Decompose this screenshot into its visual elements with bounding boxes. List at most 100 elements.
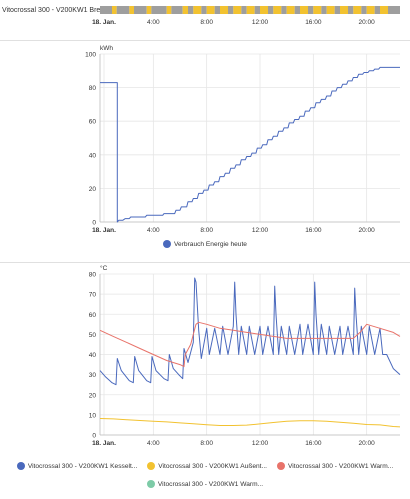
timeline-segment-on[interactable] [353,6,362,14]
x-tick-label: 12:00 [252,440,269,447]
timeline-tick-label: 18. Jan. [92,19,116,26]
timeline-segment-off[interactable] [201,6,207,14]
timeline-segment-off[interactable] [228,6,234,14]
timeline-segment-off[interactable] [214,6,220,14]
y-axis-label: °C [100,264,108,272]
timeline-segment-on[interactable] [286,6,295,14]
x-tick-label: 20:00 [359,227,376,234]
temperature-panel: 0 10 20 30 40 50 60 70 80 18. Jan. 4:00 8:00 12:00 16… [0,264,410,499]
y-tick-label: 50 [89,332,97,339]
x-tick-label: 16:00 [305,440,322,447]
y-tick-label: 80 [89,85,97,92]
timeline-segment-on[interactable] [182,6,188,14]
legend-swatch [277,462,286,470]
timeline-segment-on[interactable] [380,6,388,14]
y-tick-label: 20 [89,392,97,399]
timeline-segment-off[interactable] [294,6,300,14]
legend-item-aussen[interactable]: Vitocrossal 300 - V200KW1 Außent... [147,462,267,470]
timeline-segment-on[interactable] [326,6,335,14]
x-tick-label: 18. Jan. [92,227,116,234]
timeline-segment-off[interactable] [374,6,380,14]
legend-swatch [146,480,155,488]
y-tick-label: 40 [89,352,97,359]
timeline-segment-off[interactable] [334,6,340,14]
timeline-segment-on[interactable] [206,6,215,14]
energy-chart: 0 20 40 60 80 100 18. Jan. 4:00 8:00 12:00 16:00 20… [85,45,400,234]
timeline-segment-off[interactable] [116,6,130,14]
x-tick-label: 8:00 [200,227,213,234]
timeline-segment-on[interactable] [273,6,282,14]
x-tick-label: 4:00 [147,440,160,447]
timeline-segment-off[interactable] [100,6,112,14]
timeline-segment-on[interactable] [146,6,152,14]
grid: 0 20 40 60 80 100 18. Jan. 4:00 8:00 12:00 16:00 20… [85,52,400,234]
y-tick-label: 60 [89,119,97,126]
legend-item-warm-2[interactable]: Vitocrossal 300 - V200KW1 Warm... [146,480,264,488]
timeline-segment-on[interactable] [220,6,228,14]
timeline-tick-label: 16:00 [305,19,322,26]
timeline-segment-off[interactable] [171,6,183,14]
timeline-segment-off[interactable] [281,6,287,14]
timeline-segment-off[interactable] [151,6,167,14]
legend-item-warm-1[interactable]: Vitocrossal 300 - V200KW1 Warm... [277,462,393,470]
temperature-chart: 0 10 20 30 40 50 60 70 80 18. Jan. 4:00 8:00 12:00 16… [89,264,401,447]
timeline-tick-label: 12:00 [252,19,269,26]
y-tick-label: 100 [85,52,96,59]
temperature-legend-row-2: Vitocrossal 300 - V200KW1 Warm... [0,480,410,488]
y-tick-label: 30 [89,372,97,379]
timeline-segment-on[interactable] [340,6,348,14]
timeline-segment-on[interactable] [260,6,268,14]
legend-label: Vitocrossal 300 - V200KW1 Warm... [157,480,264,488]
timeline-segment-off[interactable] [348,6,354,14]
y-tick-label: 70 [89,292,97,299]
legend-swatch [163,240,172,248]
temperature-legend-row-1: Vitocrossal 300 - V200KW1 Kesselt... Vit… [0,462,410,470]
divider-2 [0,262,410,263]
series-line-2[interactable] [99,321,401,368]
timeline-segment-on[interactable] [233,6,242,14]
y-tick-label: 60 [89,312,97,319]
legend-label: Vitocrossal 300 - V200KW1 Außent... [158,462,268,470]
timeline-segment-on[interactable] [300,6,308,14]
timeline-segment-off[interactable] [268,6,274,14]
timeline-segment-off[interactable] [188,6,194,14]
legend-item-energy[interactable]: Verbrauch Energie heute [163,240,247,248]
x-tick-label: 18. Jan. [92,440,116,447]
x-tick-label: 4:00 [147,227,160,234]
timeline-segment-off[interactable] [134,6,147,14]
legend-swatch [147,462,156,470]
timeline-segment-on[interactable] [246,6,255,14]
x-tick-label: 16:00 [305,227,322,234]
timeline-segment-on[interactable] [313,6,322,14]
series-line-1[interactable] [99,418,401,428]
timeline-segment-off[interactable] [254,6,260,14]
y-axis-label: kWh [100,45,113,52]
timeline-segment-off[interactable] [321,6,327,14]
timeline-segment-off[interactable] [361,6,367,14]
timeline-segment-on[interactable] [193,6,202,14]
legend-item-kessel[interactable]: Vitocrossal 300 - V200KW1 Kesselt... [16,462,138,470]
legend-label: Vitocrossal 300 - V200KW1 Kesselt... [27,462,138,470]
series-line-0[interactable] [99,277,401,386]
timeline-tick-label: 20:00 [359,19,376,26]
y-tick-label: 0 [92,433,96,440]
divider-1 [0,40,410,41]
legend-label: Verbrauch Energie heute [174,240,247,248]
timeline-segment-on[interactable] [366,6,375,14]
legend-label: Vitocrossal 300 - V200KW1 Warm... [288,462,394,470]
y-tick-label: 10 [89,412,97,419]
timeline-segment-off[interactable] [388,6,400,14]
energy-legend: Verbrauch Energie heute [0,240,410,248]
timeline-segment-on[interactable] [129,6,134,14]
timeline-segment-on[interactable] [112,6,117,14]
x-tick-label: 20:00 [359,440,376,447]
y-tick-label: 0 [92,220,96,227]
timeline-chart: Vitocrossal 300 - V200KW1 Bren... 18. Ja… [2,6,400,26]
timeline-segment-off[interactable] [241,6,247,14]
timeline-segment-off[interactable] [308,6,314,14]
y-tick-label: 40 [89,152,97,159]
series-line-0[interactable] [100,66,400,223]
legend-swatch [16,462,25,470]
energy-panel: 0 20 40 60 80 100 18. Jan. 4:00 8:00 12:00 16:00 20… [0,41,410,260]
timeline-segment-on[interactable] [166,6,172,14]
